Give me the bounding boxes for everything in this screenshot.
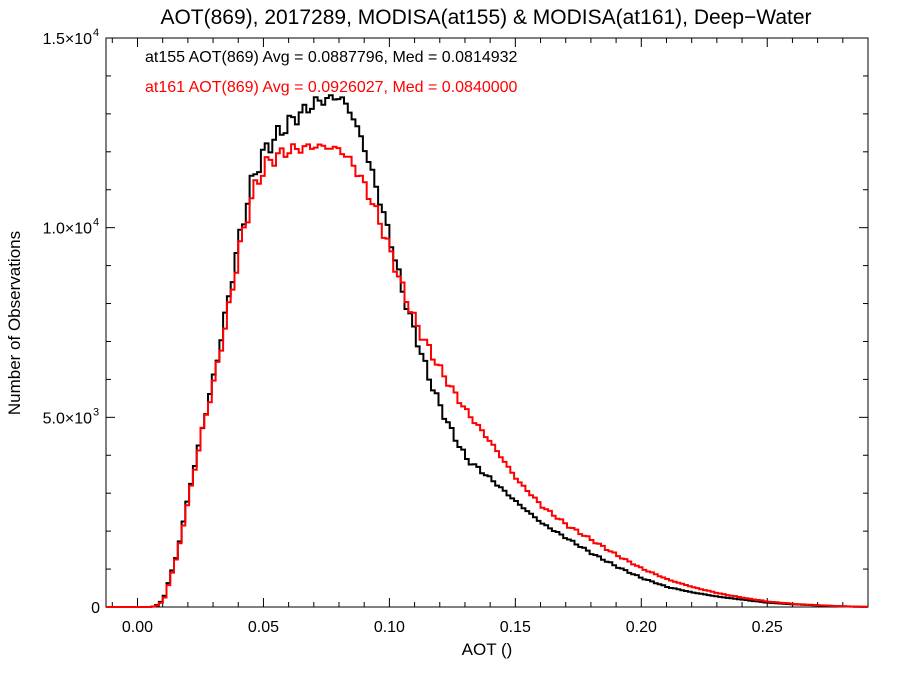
plot-frame [105, 37, 869, 608]
y-tick-label: 1.5×10 [43, 31, 92, 48]
y-tick-label: 5.0×10 [43, 410, 92, 427]
x-tick-label: 0.10 [374, 619, 405, 636]
x-tick-label: 0.00 [122, 619, 153, 636]
chart-title: AOT(869), 2017289, MODISA(at155) & MODIS… [160, 6, 811, 29]
x-tick-label: 0.05 [248, 619, 279, 636]
series-at161-line [106, 143, 868, 608]
series-layer [106, 94, 868, 608]
y-tick-label: 1.0×10 [43, 221, 92, 238]
x-tick-label: 0.25 [752, 619, 783, 636]
annotation-at161: at161 AOT(869) Avg = 0.0926027, Med = 0.… [145, 79, 518, 96]
y-tick-label: 0 [91, 600, 100, 617]
x-axis-ticks: 0.00 0.05 0.10 0.15 0.20 0.25 [111, 38, 869, 636]
y-tick-exponent: 4 [93, 217, 99, 229]
x-tick-label: 0.15 [500, 619, 531, 636]
y-tick-exponent: 3 [93, 406, 99, 418]
y-axis-ticks: 05.0×10 31.0×10 41.5×10 4 [43, 27, 868, 617]
y-axis-label: Number of Observations [5, 231, 24, 415]
y-tick-exponent: 4 [93, 27, 99, 39]
x-tick-label: 0.20 [626, 619, 657, 636]
series-at155-line [106, 94, 868, 608]
x-axis-label: AOT () [462, 640, 513, 659]
annotation-at155: at155 AOT(869) Avg = 0.0887796, Med = 0.… [145, 49, 518, 66]
